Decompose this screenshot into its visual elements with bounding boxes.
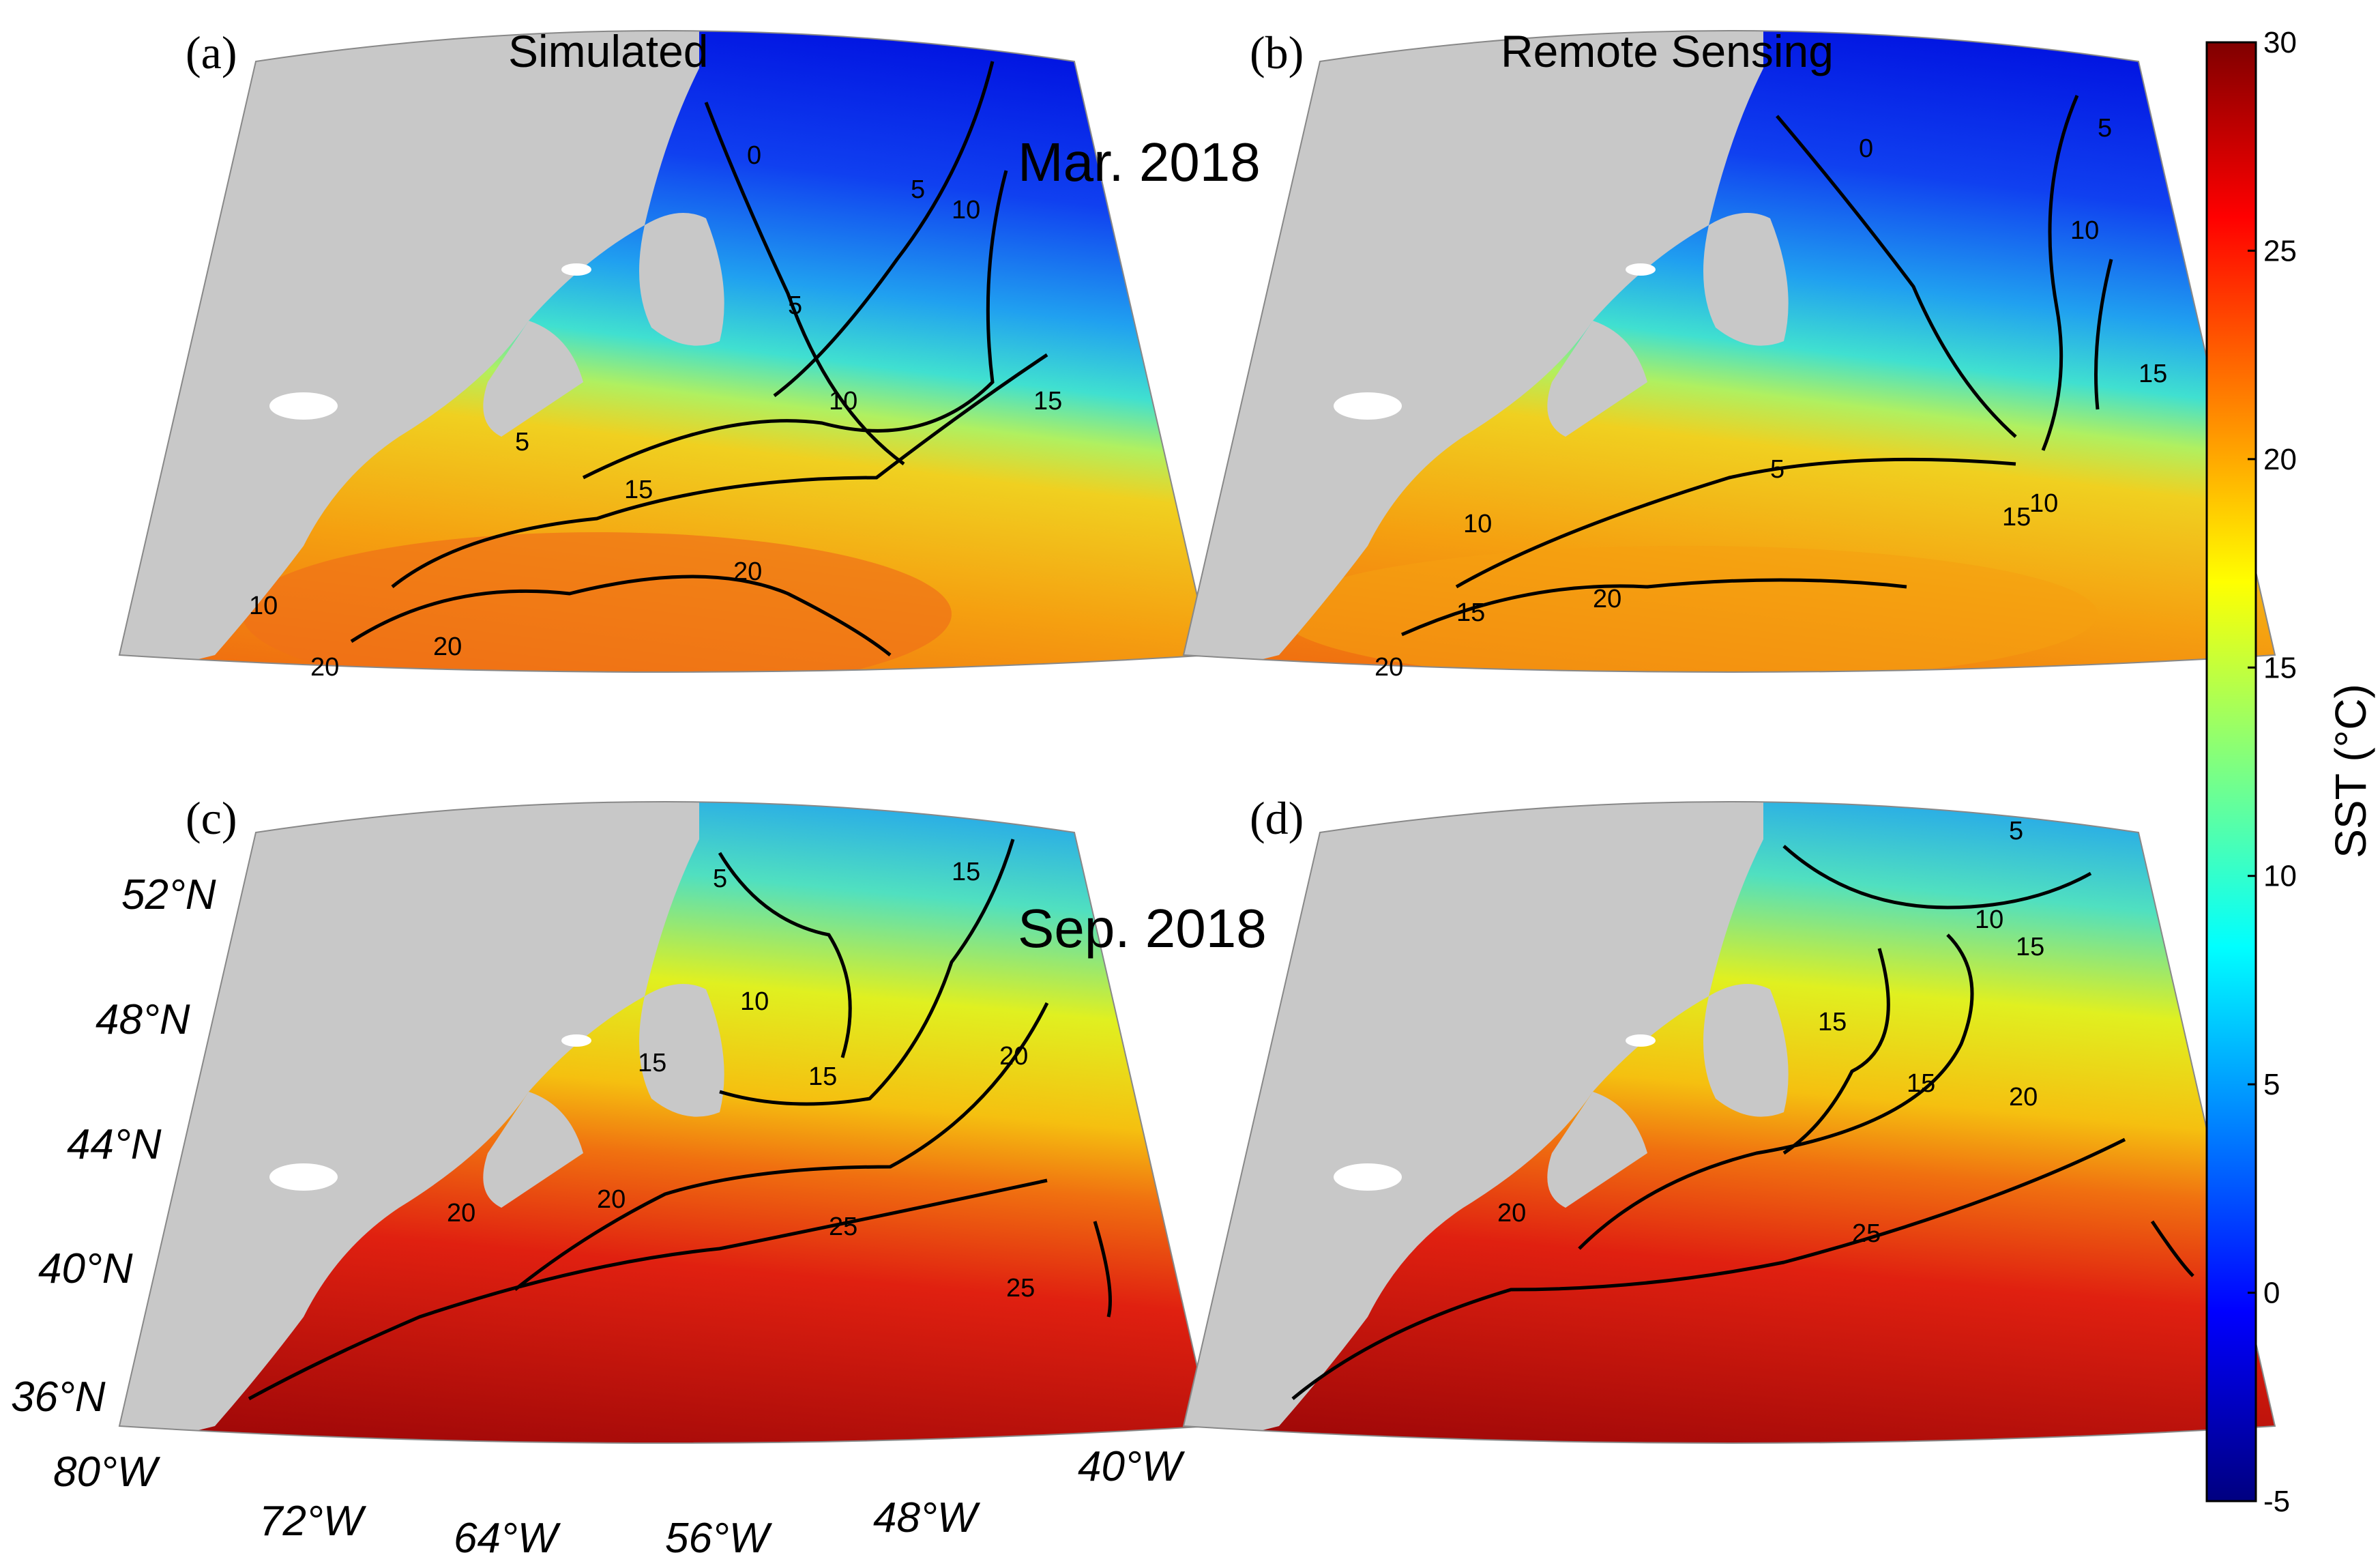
nova-scotia [483, 1092, 583, 1208]
svg-text:25: 25 [829, 1213, 857, 1241]
lat-label: 48°N [96, 996, 190, 1043]
svg-text:15: 15 [624, 476, 653, 504]
svg-text:5: 5 [713, 865, 727, 893]
panel-title: Remote Sensing [1501, 26, 1834, 76]
panel-title: Simulated [508, 26, 709, 76]
svg-text:15: 15 [638, 1049, 666, 1077]
period-label: Mar. 2018 [1018, 132, 1261, 192]
land-mass [119, 802, 699, 1443]
svg-text:15: 15 [1907, 1069, 1935, 1098]
svg-text:10: 10 [249, 592, 278, 620]
nova-scotia [1547, 321, 1647, 437]
lon-label: 72°W [259, 1498, 367, 1545]
svg-text:20: 20 [447, 1199, 475, 1228]
lat-label: 44°N [67, 1121, 162, 1168]
panel-letter: (c) [186, 792, 237, 844]
lat-label: 36°N [11, 1374, 106, 1421]
svg-text:20: 20 [2009, 1083, 2038, 1112]
colorbar-tick-label: 10 [2263, 860, 2297, 893]
svg-text:20: 20 [597, 1185, 626, 1214]
svg-text:10: 10 [740, 987, 769, 1016]
colorbar-tick-label: 25 [2263, 234, 2297, 267]
svg-text:20: 20 [1497, 1199, 1526, 1228]
panel-b: 5 0 10 15 5 10 15 10 15 20 20 [1182, 30, 2276, 682]
colorbar-tick-label: 0 [2263, 1277, 2280, 1310]
svg-text:15: 15 [2002, 503, 2031, 532]
land-mass [119, 31, 699, 672]
svg-text:5: 5 [2098, 114, 2112, 143]
svg-text:10: 10 [2029, 489, 2058, 518]
colorbar-tick-label: 30 [2263, 26, 2297, 59]
colorbar-tick-label: 15 [2263, 651, 2297, 684]
svg-text:25: 25 [1852, 1219, 1881, 1248]
newfoundland [1703, 984, 1789, 1117]
lon-label: 48°W [873, 1494, 981, 1541]
panel-letter: (a) [186, 27, 237, 78]
nova-scotia [483, 321, 583, 437]
svg-text:0: 0 [747, 141, 761, 170]
panel-a: 0 5 10 5 10 15 5 15 10 20 20 20 [118, 30, 1212, 682]
svg-text:15: 15 [808, 1062, 837, 1091]
colorbar-tick-label: 20 [2263, 443, 2297, 476]
longitude-axis: 80°W 72°W 64°W 56°W 48°W 40°W [53, 1443, 1186, 1562]
svg-text:5: 5 [2009, 817, 2023, 845]
svg-text:15: 15 [2016, 933, 2044, 961]
svg-text:0: 0 [1859, 134, 1873, 163]
panel-c: 5 15 10 15 15 20 20 20 25 25 [118, 801, 1212, 1444]
colorbar: 30 25 20 15 10 5 0 -5 SST (°C) [2205, 26, 2375, 1518]
svg-text:5: 5 [788, 291, 802, 320]
svg-text:10: 10 [2070, 216, 2099, 245]
land-mass [1184, 31, 1763, 672]
period-label: Sep. 2018 [1018, 898, 1267, 959]
svg-text:20: 20 [1593, 585, 1621, 613]
svg-text:5: 5 [911, 175, 925, 204]
svg-text:5: 5 [1770, 455, 1784, 484]
svg-text:10: 10 [952, 196, 980, 224]
panel-d: 5 10 15 15 15 20 20 25 25 [1182, 801, 2276, 1444]
newfoundland [639, 213, 724, 346]
svg-text:15: 15 [1818, 1008, 1847, 1036]
contour-labels: 5 15 10 15 15 20 20 20 25 25 [447, 858, 1035, 1303]
colorbar-title: SST (°C) [2326, 684, 2375, 858]
newfoundland [1703, 213, 1789, 346]
colorbar-gradient [2205, 41, 2257, 1502]
lat-label: 52°N [121, 871, 216, 918]
svg-text:10: 10 [1463, 510, 1492, 538]
svg-text:10: 10 [1975, 905, 2003, 934]
svg-text:10: 10 [829, 387, 857, 416]
lon-label: 40°W [1078, 1443, 1186, 1490]
panel-letter: (b) [1250, 27, 1304, 78]
colorbar-tick-label: -5 [2263, 1485, 2290, 1518]
lon-label: 56°W [665, 1515, 773, 1562]
svg-text:20: 20 [999, 1042, 1028, 1071]
svg-text:20: 20 [733, 557, 762, 586]
panel-letter: (d) [1250, 792, 1304, 844]
colorbar-ticks: 30 25 20 15 10 5 0 -5 [2248, 26, 2297, 1518]
svg-text:25: 25 [1006, 1274, 1035, 1303]
newfoundland [639, 984, 724, 1117]
svg-text:15: 15 [1456, 598, 1485, 627]
svg-text:5: 5 [515, 428, 529, 456]
svg-text:20: 20 [433, 633, 462, 661]
lon-label: 64°W [454, 1515, 561, 1562]
nova-scotia [1547, 1092, 1647, 1208]
lat-label: 40°N [38, 1245, 133, 1292]
contour-labels: 0 5 10 5 10 15 5 15 10 20 20 20 [249, 141, 1062, 682]
svg-text:15: 15 [1033, 387, 1062, 416]
svg-text:20: 20 [310, 653, 339, 682]
lon-label: 80°W [53, 1449, 161, 1496]
svg-text:20: 20 [1375, 653, 1403, 682]
svg-text:15: 15 [2139, 360, 2167, 388]
contour-labels: 5 0 10 15 5 10 15 10 15 20 20 [1375, 114, 2167, 682]
colorbar-tick-label: 5 [2263, 1068, 2280, 1101]
latitude-axis: 52°N 48°N 44°N 40°N 36°N [11, 871, 216, 1421]
land-mass [1184, 802, 1763, 1443]
svg-text:15: 15 [952, 858, 980, 886]
